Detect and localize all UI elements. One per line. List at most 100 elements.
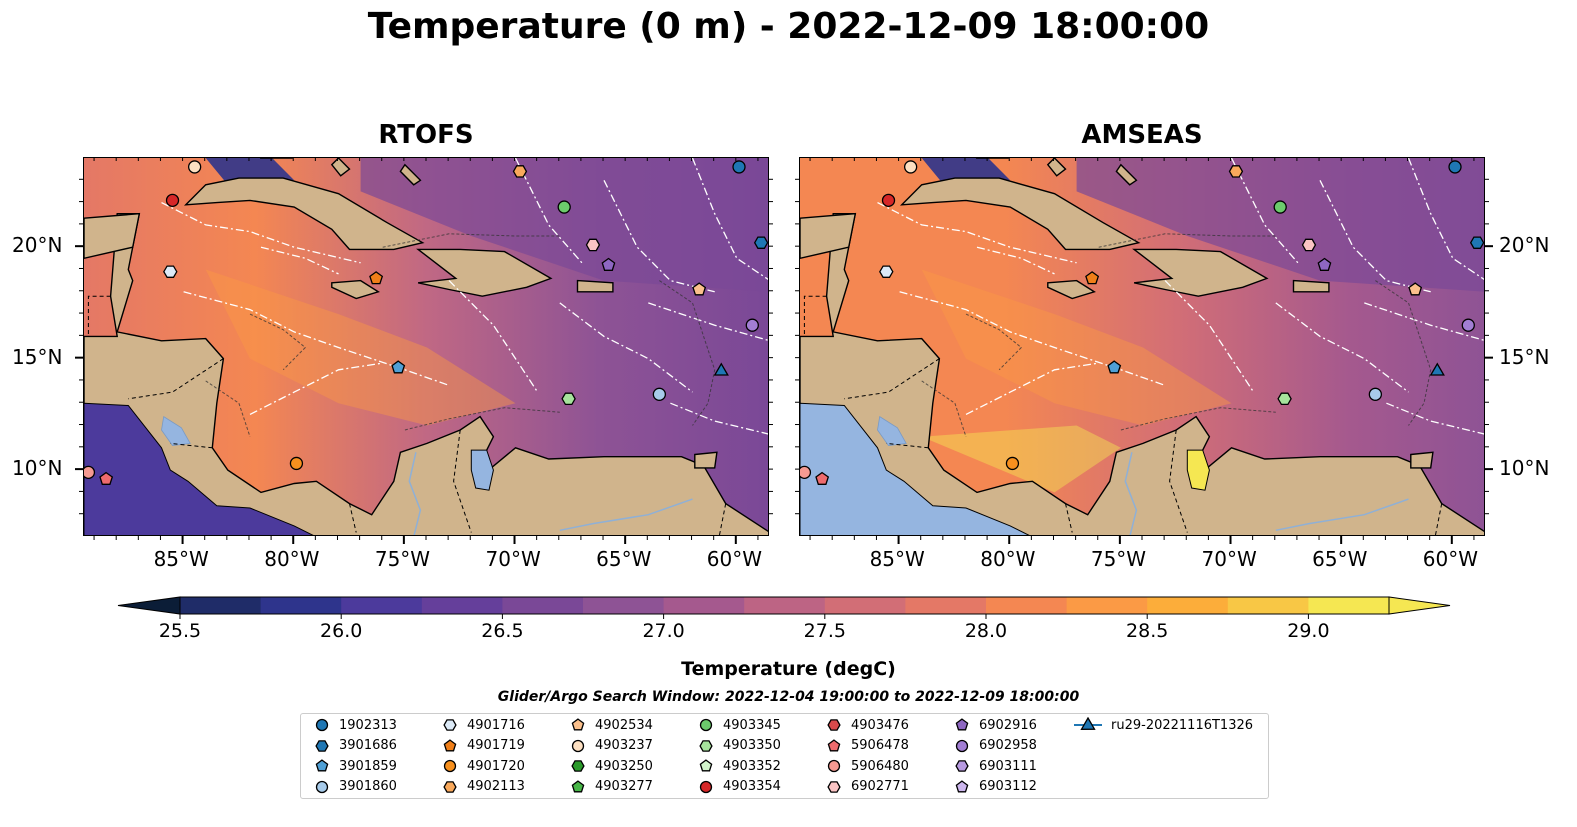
legend-item: 4901716 — [441, 717, 525, 733]
figure-title: Temperature (0 m) - 2022-12-09 18:00:00 — [367, 6, 1210, 47]
colorbar-tick-label: 27.5 — [803, 620, 846, 642]
legend-label: 4902113 — [467, 779, 525, 794]
legend-item: 3901686 — [313, 738, 397, 754]
legend-label: 4901720 — [467, 758, 525, 774]
x-tick-label: 65°W — [1312, 547, 1368, 571]
float-marker-5906478 — [815, 471, 830, 485]
x-tick-label: 80°W — [264, 547, 320, 571]
colorbar-label: Temperature (degC) — [681, 658, 896, 680]
float-marker-6902771 — [1301, 238, 1317, 252]
legend-label: 4903277 — [595, 779, 653, 794]
float-marker-4902534 — [692, 282, 707, 296]
legend-shape — [699, 718, 713, 732]
colorbar-tick-label: 26.0 — [320, 620, 363, 642]
legend-item: 4902534 — [569, 717, 653, 733]
legend-marker-icon — [699, 718, 713, 732]
legend-marker-icon — [827, 759, 841, 773]
x-tick-label: 70°W — [485, 547, 541, 571]
legend-marker-icon — [955, 739, 969, 752]
float-marker-4902113 — [512, 165, 528, 178]
legend-item: 3901859 — [313, 758, 397, 774]
legend-item: 4901720 — [441, 758, 525, 774]
legend-label: 3901860 — [339, 779, 397, 794]
amseas-map — [799, 157, 1485, 536]
land-mass — [183, 177, 425, 251]
float-marker-ru29-20221116T1326 — [713, 362, 729, 376]
x-tick-label: 85°W — [153, 547, 209, 571]
legend-item: 3901860 — [313, 779, 397, 795]
x-tick-label: 85°W — [869, 547, 925, 571]
legend-item: 6902958 — [953, 738, 1037, 754]
float-marker-4903345 — [557, 200, 571, 214]
legend-marker-icon — [443, 719, 457, 731]
legend-marker-icon — [955, 718, 969, 731]
float-marker-4901720 — [289, 456, 304, 471]
land-mass — [576, 279, 614, 293]
legend-shape — [443, 759, 457, 773]
colorbar — [117, 596, 1451, 619]
legend: 1902313 3901686 3901859 3901860 4901716 49017… — [300, 713, 1269, 799]
legend-item: ru29-20221116T1326 — [1073, 717, 1253, 733]
legend-shape — [699, 759, 713, 772]
float-marker-3901859 — [1107, 360, 1122, 374]
float-marker-6902916 — [1317, 257, 1332, 271]
legend-marker-icon — [571, 739, 585, 752]
legend-marker-icon — [443, 759, 457, 773]
legend-item: 4903345 — [697, 717, 781, 733]
legend-shape — [571, 718, 585, 731]
legend-shape — [443, 738, 457, 751]
float-marker-3901686 — [753, 236, 768, 249]
panel-title-rtofs: RTOFS — [378, 120, 474, 150]
y-tick-label-left: 10°N — [12, 456, 63, 481]
x-tick-label: 75°W — [1090, 547, 1147, 571]
colorbar-tick-label: 26.5 — [481, 620, 524, 642]
x-tick-label: 60°W — [1422, 547, 1479, 571]
legend-marker-icon — [571, 760, 585, 772]
search-window-text: Glider/Argo Search Window: 2022-12-04 19… — [497, 689, 1080, 705]
land-mass — [416, 248, 553, 297]
float-marker-4902113 — [1228, 165, 1244, 178]
legend-item: 6903111 — [953, 758, 1037, 774]
land-mass — [1046, 158, 1067, 177]
legend-item: 6902771 — [825, 779, 909, 795]
float-marker-5906480 — [800, 465, 812, 479]
legend-label: 4901716 — [467, 717, 525, 733]
legend-marker-icon — [315, 739, 329, 752]
legend-shape — [315, 739, 329, 752]
float-marker-4902534 — [1408, 282, 1423, 296]
x-tick-label: 80°W — [980, 547, 1036, 571]
land-mass — [399, 163, 422, 186]
legend-item: 4903277 — [569, 779, 653, 795]
legend-item: 4903350 — [697, 738, 781, 754]
y-tick-label-right: 20°N — [1499, 233, 1550, 258]
legend-label: 6902771 — [851, 779, 909, 794]
land-mass — [84, 212, 141, 260]
float-marker-4901720 — [1005, 456, 1020, 471]
colorbar-tick-label: 27.0 — [642, 620, 685, 642]
float-marker-3901686 — [1469, 236, 1484, 249]
legend-shape — [443, 780, 457, 793]
legend-shape — [955, 718, 969, 731]
legend-shape — [443, 719, 457, 731]
legend-item: 5906480 — [825, 758, 909, 774]
legend-label: 3901686 — [339, 738, 397, 753]
legend-marker-icon — [315, 718, 329, 732]
legend-shape — [827, 738, 841, 751]
float-marker-4901719 — [1085, 271, 1100, 285]
float-marker-3901860 — [652, 387, 667, 401]
float-marker-4901719 — [369, 271, 384, 285]
legend-marker-icon — [827, 738, 841, 751]
legend-shape — [699, 739, 713, 752]
panel-title-amseas: AMSEAS — [1081, 120, 1203, 150]
float-marker-5906480 — [84, 465, 96, 479]
legend-label: 4901719 — [467, 738, 525, 753]
legend-marker-icon — [315, 780, 329, 793]
colorbar-tick-label: 28.0 — [964, 620, 1008, 642]
land-mass — [1115, 163, 1138, 186]
legend-shape — [827, 780, 841, 793]
legend-label: 5906478 — [851, 738, 909, 753]
legend-marker-icon — [827, 719, 841, 731]
legend-label: 4903476 — [851, 717, 909, 733]
legend-shape — [955, 779, 969, 792]
legend-item: 4903250 — [569, 758, 653, 774]
